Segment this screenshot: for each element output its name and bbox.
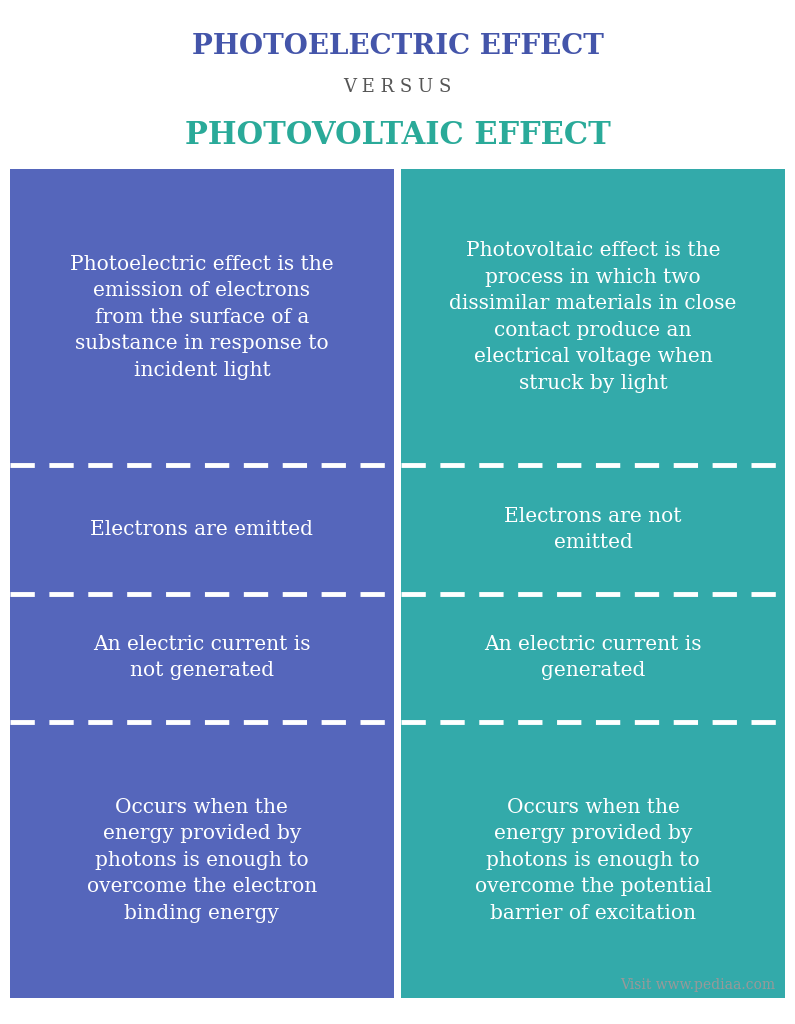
Text: Visit www.pediaa.com: Visit www.pediaa.com: [620, 978, 775, 992]
Text: Electrons are emitted: Electrons are emitted: [91, 520, 313, 539]
Text: Occurs when the
energy provided by
photons is enough to
overcome the electron
bi: Occurs when the energy provided by photo…: [87, 798, 317, 923]
Text: Occurs when the
energy provided by
photons is enough to
overcome the potential
b: Occurs when the energy provided by photo…: [475, 798, 712, 923]
Text: An electric current is
not generated: An electric current is not generated: [93, 635, 311, 681]
Bar: [10, 169, 394, 465]
Text: V E R S U S: V E R S U S: [343, 78, 452, 96]
Bar: [401, 722, 785, 998]
Bar: [10, 722, 394, 998]
Bar: [401, 594, 785, 722]
Bar: [10, 465, 394, 594]
Bar: [10, 594, 394, 722]
Bar: [401, 465, 785, 594]
Text: PHOTOVOLTAIC EFFECT: PHOTOVOLTAIC EFFECT: [184, 120, 611, 151]
Text: Photovoltaic effect is the
process in which two
dissimilar materials in close
co: Photovoltaic effect is the process in wh…: [449, 242, 737, 393]
Text: Electrons are not
emitted: Electrons are not emitted: [504, 507, 682, 552]
Text: PHOTOELECTRIC EFFECT: PHOTOELECTRIC EFFECT: [192, 33, 603, 59]
Text: Photoelectric effect is the
emission of electrons
from the surface of a
substanc: Photoelectric effect is the emission of …: [70, 255, 334, 380]
Bar: [401, 169, 785, 465]
Text: An electric current is
generated: An electric current is generated: [484, 635, 702, 681]
